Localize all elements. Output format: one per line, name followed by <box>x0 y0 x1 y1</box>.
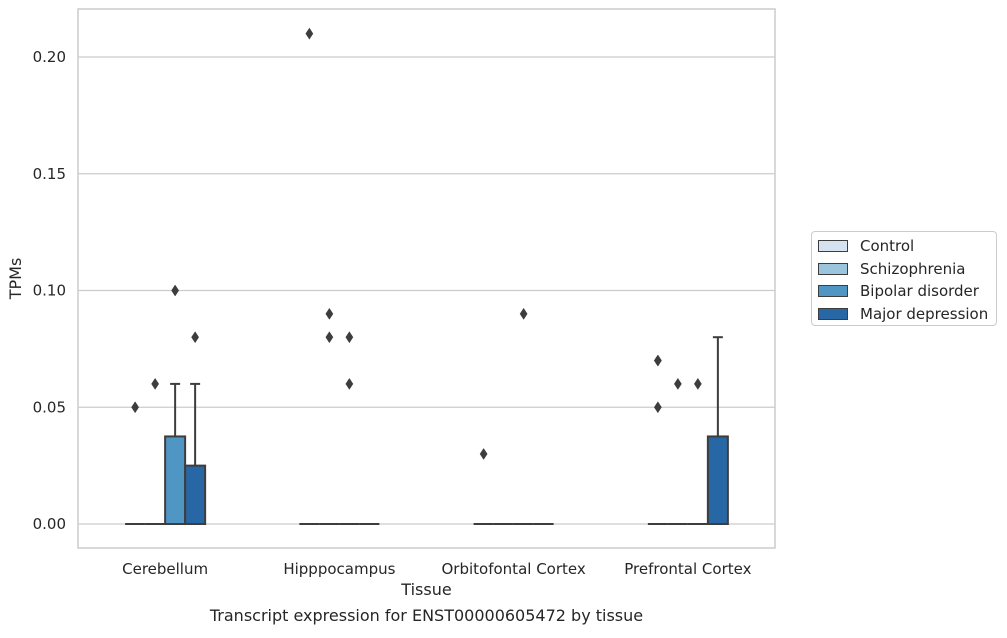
outlier-point <box>479 447 488 460</box>
outlier-point <box>673 377 682 390</box>
box <box>164 435 187 525</box>
y-tick-label: 0.15 <box>33 165 66 183</box>
legend-label: Control <box>860 237 915 256</box>
legend-swatch <box>818 262 848 275</box>
y-tick-label: 0.20 <box>33 48 66 66</box>
legend-item: Bipolar disorder <box>818 280 996 303</box>
legend-item: Schizophrenia <box>818 258 996 281</box>
legend-swatch <box>818 240 848 253</box>
legend-label: Schizophrenia <box>860 259 966 278</box>
y-axis-label: TPMs <box>6 258 25 301</box>
outlier-point <box>151 377 160 390</box>
legend-label: Major depression <box>860 304 989 323</box>
outlier-point <box>345 331 354 344</box>
x-tick-label: Cerebellum <box>122 560 208 578</box>
y-tick-label: 0.10 <box>33 282 66 300</box>
legend-swatch <box>818 307 848 320</box>
box <box>706 435 729 525</box>
outlier-point <box>191 331 200 344</box>
x-tick-label: Orbitofontal Cortex <box>442 560 586 578</box>
outlier-point <box>325 331 334 344</box>
x-axis-label: Tissue <box>400 580 451 599</box>
outlier-point <box>305 27 314 40</box>
outlier-point <box>325 307 334 320</box>
x-tick-label: Hipppocampus <box>283 560 395 578</box>
outlier-point <box>519 307 528 320</box>
legend-label: Bipolar disorder <box>860 282 979 301</box>
chart-title: Transcript expression for ENST0000060547… <box>209 606 644 625</box>
plot-frame <box>77 8 776 549</box>
legend: Control Schizophrenia Bipolar disorder M… <box>811 231 997 326</box>
outlier-point <box>653 354 662 367</box>
y-tick-label: 0.05 <box>33 398 66 416</box>
legend-item: Major depression <box>818 303 996 326</box>
y-tick-label: 0.00 <box>33 515 66 533</box>
outlier-point <box>693 377 702 390</box>
outlier-point <box>131 401 140 414</box>
outlier-point <box>653 401 662 414</box>
outlier-point <box>171 284 180 297</box>
box <box>184 464 207 525</box>
legend-item: Control <box>818 235 996 258</box>
outlier-point <box>345 377 354 390</box>
x-tick-label: Prefrontal Cortex <box>624 560 751 578</box>
legend-swatch <box>818 285 848 298</box>
